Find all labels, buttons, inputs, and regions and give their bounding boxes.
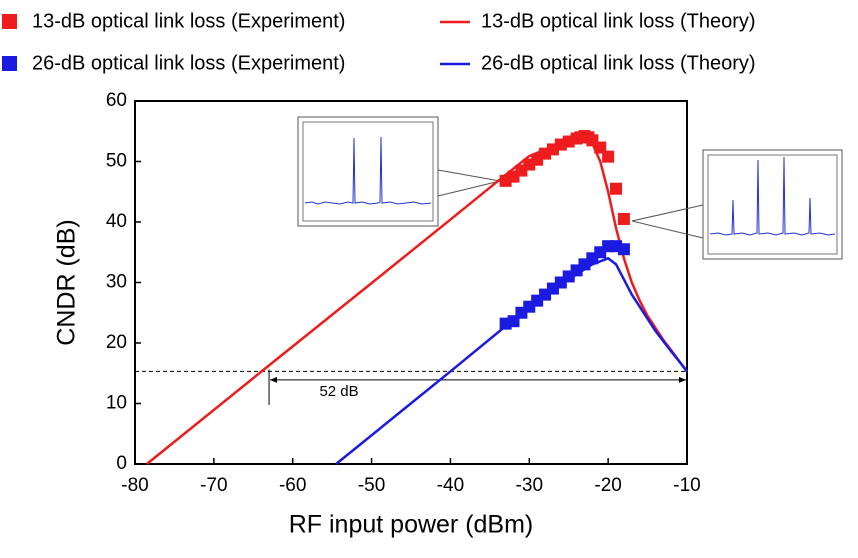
y-tick-label: 50 — [106, 151, 127, 172]
y-tick-label: 10 — [106, 393, 127, 414]
legend-label: 13-dB optical link loss (Experiment) — [32, 10, 345, 32]
data-point — [602, 150, 615, 163]
x-tick-label: -50 — [358, 475, 385, 496]
data-point — [586, 252, 599, 265]
x-tick-label: -20 — [594, 475, 621, 496]
inset-spectrum — [631, 149, 843, 260]
x-tick-label: -30 — [516, 475, 543, 496]
y-tick-label: 20 — [106, 332, 127, 353]
legend-label: 26-dB optical link loss (Experiment) — [32, 52, 345, 74]
x-tick-label: -70 — [200, 475, 227, 496]
legend-label: 13-dB optical link loss (Theory) — [481, 10, 756, 32]
x-tick-label: -40 — [437, 475, 464, 496]
y-tick-label: 0 — [116, 453, 127, 474]
x-tick-label: -60 — [279, 475, 306, 496]
data-point — [610, 182, 623, 195]
x-tick-label: -80 — [121, 475, 148, 496]
data-point — [617, 243, 630, 256]
y-tick-label: 40 — [106, 211, 127, 232]
y-tick-label: 30 — [106, 272, 127, 293]
legend-swatch — [2, 56, 17, 71]
annotation-label: 52 dB — [319, 383, 358, 400]
data-point — [594, 141, 607, 154]
data-point — [617, 212, 630, 225]
y-tick-label: 60 — [106, 90, 127, 111]
y-axis-title: CNDR (dB) — [53, 219, 81, 345]
legend-label: 26-dB optical link loss (Theory) — [481, 52, 756, 74]
legend-swatch — [2, 14, 17, 29]
x-axis-title: RF input power (dBm) — [289, 511, 534, 539]
inset-spectrum — [297, 116, 501, 227]
x-tick-label: -10 — [673, 475, 700, 496]
theory-line — [146, 136, 688, 465]
